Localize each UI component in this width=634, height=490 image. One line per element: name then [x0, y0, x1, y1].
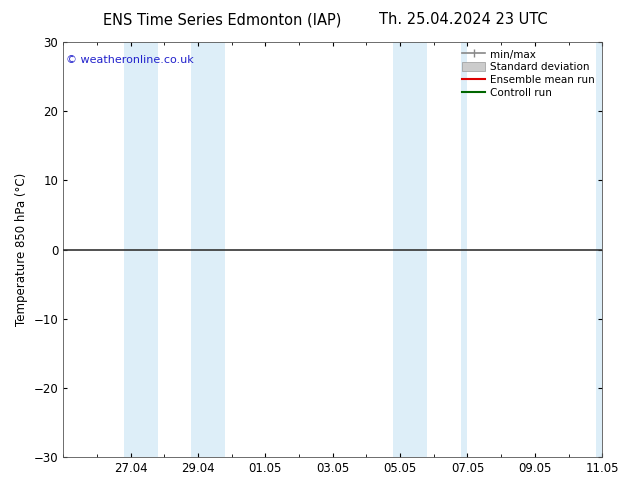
Bar: [461, 42, 467, 457]
Legend: min/max, Standard deviation, Ensemble mean run, Controll run: min/max, Standard deviation, Ensemble me…: [460, 47, 597, 100]
Text: ENS Time Series Edmonton (IAP): ENS Time Series Edmonton (IAP): [103, 12, 341, 27]
Y-axis label: Temperature 850 hPa (°C): Temperature 850 hPa (°C): [15, 173, 28, 326]
Bar: [124, 42, 157, 457]
Text: Th. 25.04.2024 23 UTC: Th. 25.04.2024 23 UTC: [378, 12, 547, 27]
Bar: [595, 42, 602, 457]
Bar: [191, 42, 225, 457]
Bar: [393, 42, 427, 457]
Text: © weatheronline.co.uk: © weatheronline.co.uk: [66, 54, 193, 65]
